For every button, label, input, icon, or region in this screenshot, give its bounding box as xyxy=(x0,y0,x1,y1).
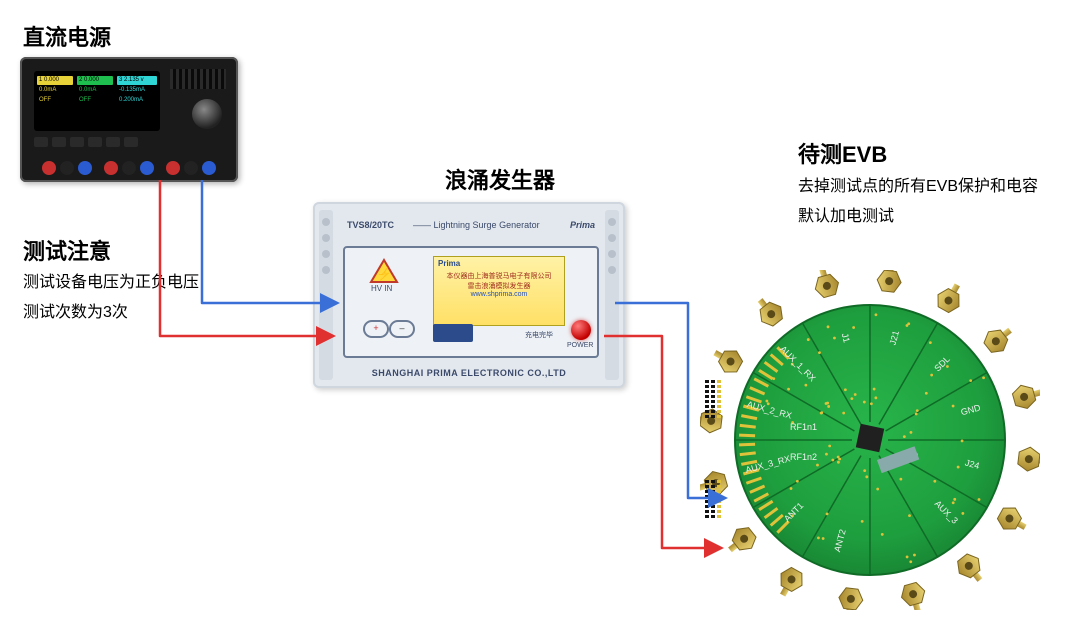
surge-brand: Prima xyxy=(570,220,595,230)
psu-readout: OFF xyxy=(37,96,73,105)
surge-footer: SHANGHAI PRIMA ELECTRONIC CO.,LTD xyxy=(313,368,625,378)
surge-lcd-line: www.shprima.com xyxy=(434,291,564,298)
surge-lcd-line: 本仪器由上海普锐马电子有限公司 xyxy=(434,271,564,281)
evb-board: J21SDLGNDJ24AUX_3ANT2ANT1AUX_3_RXAUX_2_R… xyxy=(700,270,1040,610)
dc-power-supply: 1 0.000 0.0mA OFF 2 0.000 0.0mA OFF 3 2.… xyxy=(20,57,238,182)
test-notes-line1: 测试设备电压为正负电压 xyxy=(23,268,199,292)
surge-polarity-pos: + xyxy=(363,320,389,338)
hv-in-label: HV IN xyxy=(371,284,392,293)
psu-readout: 1 0.000 xyxy=(37,76,73,85)
evb-title: 待测EVB xyxy=(798,137,887,169)
surge-model: TVS8/20TC xyxy=(347,220,394,230)
evb-text-line2: 默认加电测试 xyxy=(798,202,894,226)
hazard-icon: ⚡ xyxy=(369,258,399,284)
svg-text:RF1n2: RF1n2 xyxy=(790,452,817,462)
power-label: POWER xyxy=(567,342,593,349)
surge-front-panel: ⚡ HV IN Prima 本仪器由上海普锐马电子有限公司 雷击浪涌模拟发生器 … xyxy=(343,246,599,358)
psu-readout: 0.200mA xyxy=(117,96,157,105)
header-pins xyxy=(705,380,721,518)
surge-sublogo xyxy=(433,324,473,342)
surge-lcd-brand: Prima xyxy=(438,259,460,268)
surge-lcd: Prima 本仪器由上海普锐马电子有限公司 雷击浪涌模拟发生器 www.shpr… xyxy=(433,256,565,326)
test-notes-line2: 测试次数为3次 xyxy=(23,298,128,322)
test-notes-title: 测试注意 xyxy=(23,234,111,266)
psu-readout: 0.0mA xyxy=(37,86,73,95)
psu-readout: 3 2.135 v xyxy=(117,76,157,85)
surge-polarity-neg: – xyxy=(389,320,415,338)
psu-readout: -0.135mA xyxy=(117,86,157,95)
evb-text-line1: 去掉测试点的所有EVB保护和电容 xyxy=(798,172,1038,196)
psu-button-row xyxy=(34,137,138,147)
svg-text:⚡: ⚡ xyxy=(377,267,392,281)
psu-readout: OFF xyxy=(77,96,113,105)
surge-lcd-line: 雷击浪涌模拟发生器 xyxy=(434,281,564,291)
psu-knob xyxy=(192,99,222,129)
dc-psu-title: 直流电源 xyxy=(23,20,111,52)
aux-label: 充电完毕 xyxy=(525,330,553,340)
rack-ear-left xyxy=(319,210,333,380)
psu-screen: 1 0.000 0.0mA OFF 2 0.000 0.0mA OFF 3 2.… xyxy=(34,71,160,131)
psu-readout: 0.0mA xyxy=(77,86,113,95)
surge-desc-text: Lightning Surge Generator xyxy=(434,220,540,230)
psu-readout: 2 0.000 xyxy=(77,76,113,85)
surge-power-button xyxy=(571,320,591,340)
surge-generator-title: 浪涌发生器 xyxy=(445,163,555,195)
rack-ear-right xyxy=(605,210,619,380)
surge-generator: TVS8/20TC —— Lightning Surge Generator P… xyxy=(313,202,625,388)
surge-desc: —— Lightning Surge Generator xyxy=(413,220,540,230)
svg-text:RF1n1: RF1n1 xyxy=(790,422,817,432)
psu-vents xyxy=(170,69,226,89)
